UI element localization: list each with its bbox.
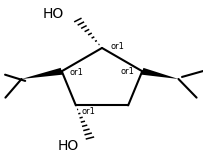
Text: HO: HO <box>57 139 78 153</box>
Text: HO: HO <box>43 7 64 21</box>
Polygon shape <box>21 68 63 79</box>
Text: or1: or1 <box>82 107 96 116</box>
Polygon shape <box>141 68 178 79</box>
Text: or1: or1 <box>110 42 124 51</box>
Text: or1: or1 <box>120 67 134 76</box>
Text: or1: or1 <box>70 68 84 77</box>
